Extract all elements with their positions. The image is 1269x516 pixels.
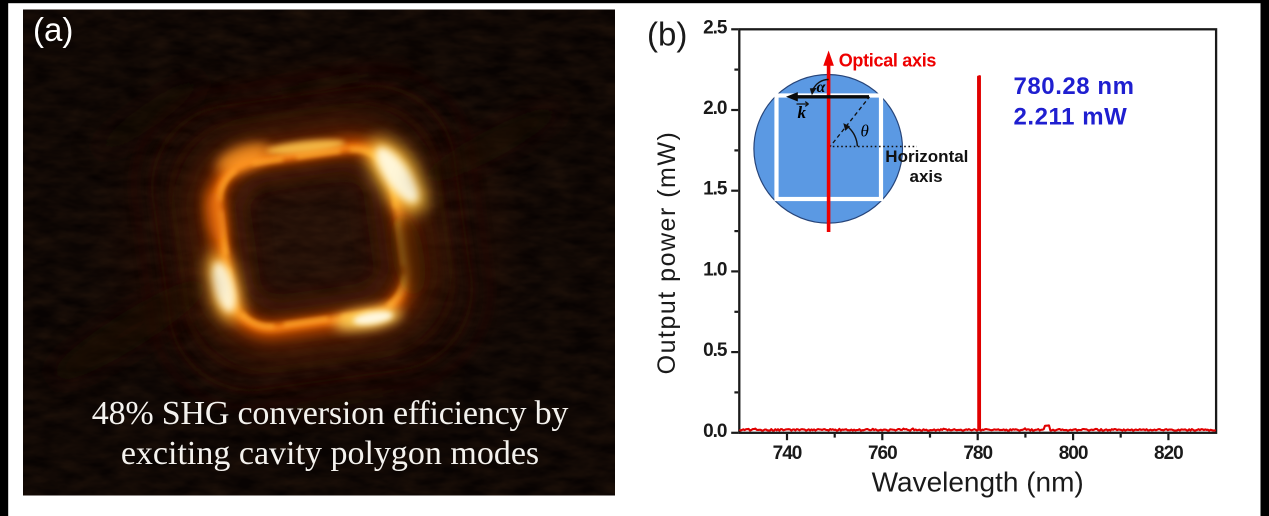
svg-text:760: 760 <box>868 443 897 464</box>
svg-text:exciting cavity polygon modes: exciting cavity polygon modes <box>121 435 539 472</box>
svg-text:(b): (b) <box>647 16 687 53</box>
svg-text:α: α <box>817 79 827 96</box>
svg-text:0.5: 0.5 <box>703 340 728 361</box>
svg-text:axis: axis <box>910 167 943 186</box>
svg-text:Optical axis: Optical axis <box>839 50 937 70</box>
svg-text:820: 820 <box>1154 443 1183 464</box>
svg-text:0.0: 0.0 <box>703 421 727 442</box>
svg-text:2.5: 2.5 <box>703 17 728 38</box>
svg-text:740: 740 <box>773 443 802 464</box>
svg-text:48% SHG conversion efficiency: 48% SHG conversion efficiency by <box>92 395 569 432</box>
svg-text:k: k <box>798 103 807 122</box>
svg-text:2.211 mW: 2.211 mW <box>1014 103 1128 130</box>
svg-text:2.0: 2.0 <box>703 98 727 119</box>
svg-text:(a): (a) <box>33 11 73 48</box>
svg-text:780: 780 <box>963 443 992 464</box>
svg-text:1.0: 1.0 <box>703 259 727 280</box>
svg-text:800: 800 <box>1059 443 1088 464</box>
svg-text:θ: θ <box>861 122 869 141</box>
svg-text:1.5: 1.5 <box>703 179 728 200</box>
svg-text:780.28 nm: 780.28 nm <box>1014 73 1135 100</box>
svg-text:Output power (mW): Output power (mW) <box>653 131 681 375</box>
svg-text:Wavelength (nm): Wavelength (nm) <box>872 466 1084 497</box>
svg-text:Horizontal: Horizontal <box>885 147 968 166</box>
